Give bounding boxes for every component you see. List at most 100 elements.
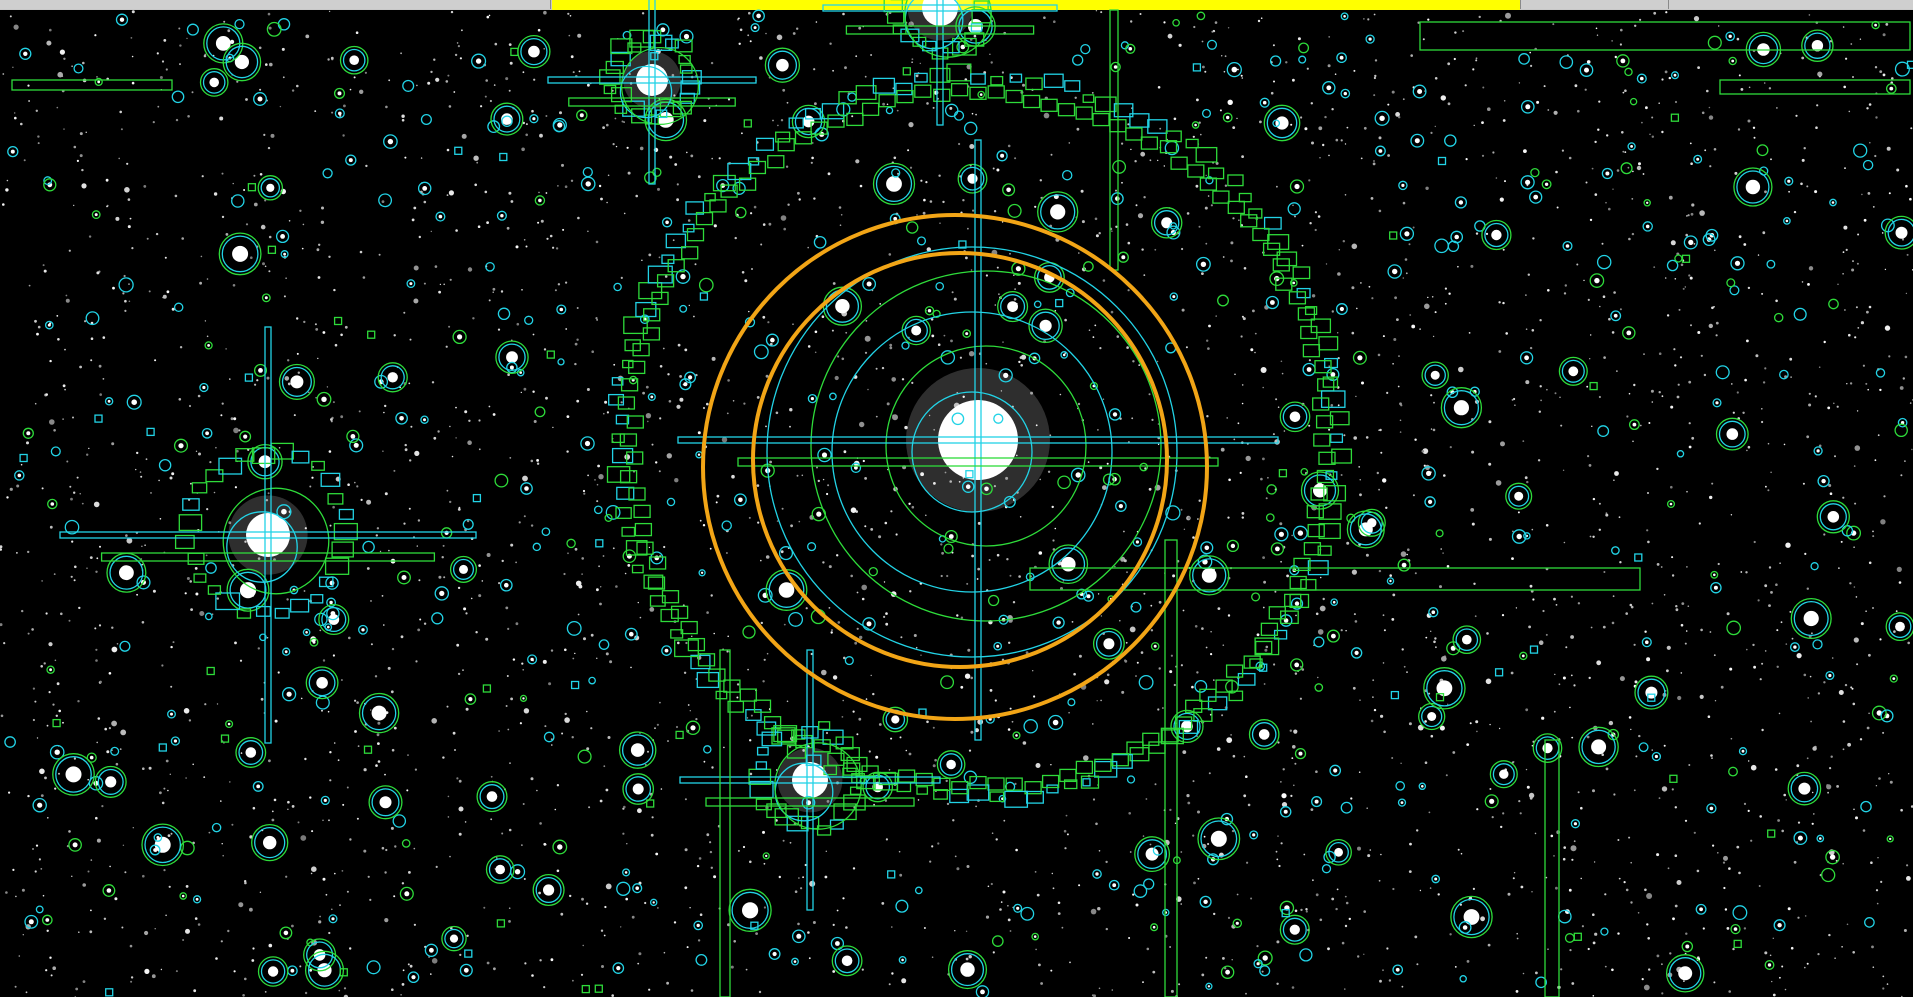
faint-star [1034, 871, 1037, 873]
star [337, 91, 342, 96]
detection-circle [1192, 558, 1227, 593]
faint-star [402, 969, 405, 972]
detection-circle [625, 776, 652, 802]
faint-star [993, 210, 997, 213]
faint-star [387, 666, 391, 670]
faint-star [789, 841, 792, 844]
faint-star [194, 567, 198, 570]
mask-box [813, 739, 831, 753]
faint-star [1337, 404, 1340, 407]
faint-star [1472, 68, 1475, 71]
faint-star [1528, 625, 1531, 629]
faint-star [969, 144, 975, 149]
star [690, 725, 696, 731]
faint-star [1198, 225, 1201, 228]
detection-circle [1395, 781, 1406, 791]
faint-star [312, 466, 315, 468]
detection-circle [493, 105, 521, 133]
faint-star [70, 575, 73, 578]
faint-star [1905, 184, 1908, 188]
faint-star [765, 374, 769, 378]
detection-box [1906, 60, 1913, 69]
mask-box [1063, 779, 1078, 790]
faint-star [1282, 768, 1285, 771]
faint-star [808, 957, 811, 960]
faint-star [574, 652, 576, 655]
faint-star [612, 143, 615, 146]
star [1095, 872, 1099, 876]
faint-star [1201, 272, 1204, 275]
detection-circle [383, 134, 398, 149]
detection-circle [661, 645, 672, 656]
detection-circle [1350, 647, 1363, 659]
faint-star [329, 779, 332, 782]
detection-circle [173, 302, 184, 313]
faint-star [417, 628, 421, 632]
faint-star [58, 772, 60, 775]
faint-star [78, 931, 80, 933]
detection-circle [1092, 869, 1102, 879]
faint-star [852, 867, 856, 870]
star [348, 158, 353, 163]
detection-circle [1007, 203, 1022, 218]
faint-star [767, 321, 770, 324]
faint-star [165, 759, 169, 763]
faint-star [1874, 154, 1877, 158]
faint-star [459, 57, 462, 60]
faint-star [570, 179, 574, 182]
faint-star [1636, 165, 1642, 171]
faint-star [1059, 393, 1062, 396]
detection-circle [1040, 194, 1076, 230]
faint-star [1297, 37, 1301, 41]
faint-star [950, 339, 953, 343]
faint-star [1073, 672, 1076, 676]
faint-star [20, 122, 23, 126]
faint-star [58, 709, 61, 713]
faint-star [1095, 822, 1098, 826]
faint-star [1200, 133, 1202, 136]
faint-star [1795, 114, 1798, 117]
faint-star [1389, 574, 1392, 577]
faint-star [1197, 518, 1199, 520]
faint-star [647, 750, 649, 753]
detection-circle [675, 269, 691, 284]
faint-star [12, 868, 15, 872]
faint-star [1696, 869, 1700, 873]
faint-star [697, 939, 701, 942]
faint-star [53, 573, 56, 575]
detection-circle [401, 839, 411, 848]
faint-star [1804, 966, 1806, 969]
faint-star [327, 710, 330, 713]
toolbar-tab[interactable] [268, 0, 551, 9]
star [1453, 400, 1469, 416]
faint-star [76, 476, 79, 479]
faint-star [598, 474, 604, 480]
faint-star [890, 737, 893, 740]
detection-circle [118, 277, 134, 293]
faint-star [1245, 455, 1251, 462]
faint-star [1392, 887, 1395, 891]
faint-star [1540, 399, 1542, 402]
toolbar-tab[interactable] [1668, 0, 1913, 9]
faint-star [1035, 948, 1037, 951]
faint-star [1314, 228, 1317, 232]
faint-star [821, 669, 827, 676]
faint-star [983, 71, 987, 74]
faint-star [1054, 527, 1057, 530]
faint-star [1589, 535, 1592, 538]
detection-circle [885, 106, 894, 115]
faint-star [1764, 584, 1768, 588]
faint-star [1512, 530, 1514, 533]
faint-star [1009, 574, 1012, 577]
faint-star [1731, 383, 1733, 385]
faint-star [96, 76, 98, 78]
star [1819, 837, 1822, 840]
faint-star [1098, 232, 1101, 235]
faint-star [694, 263, 697, 266]
faint-star [783, 623, 786, 626]
faint-star [1558, 683, 1561, 686]
faint-star [288, 220, 291, 222]
faint-star [419, 618, 422, 621]
